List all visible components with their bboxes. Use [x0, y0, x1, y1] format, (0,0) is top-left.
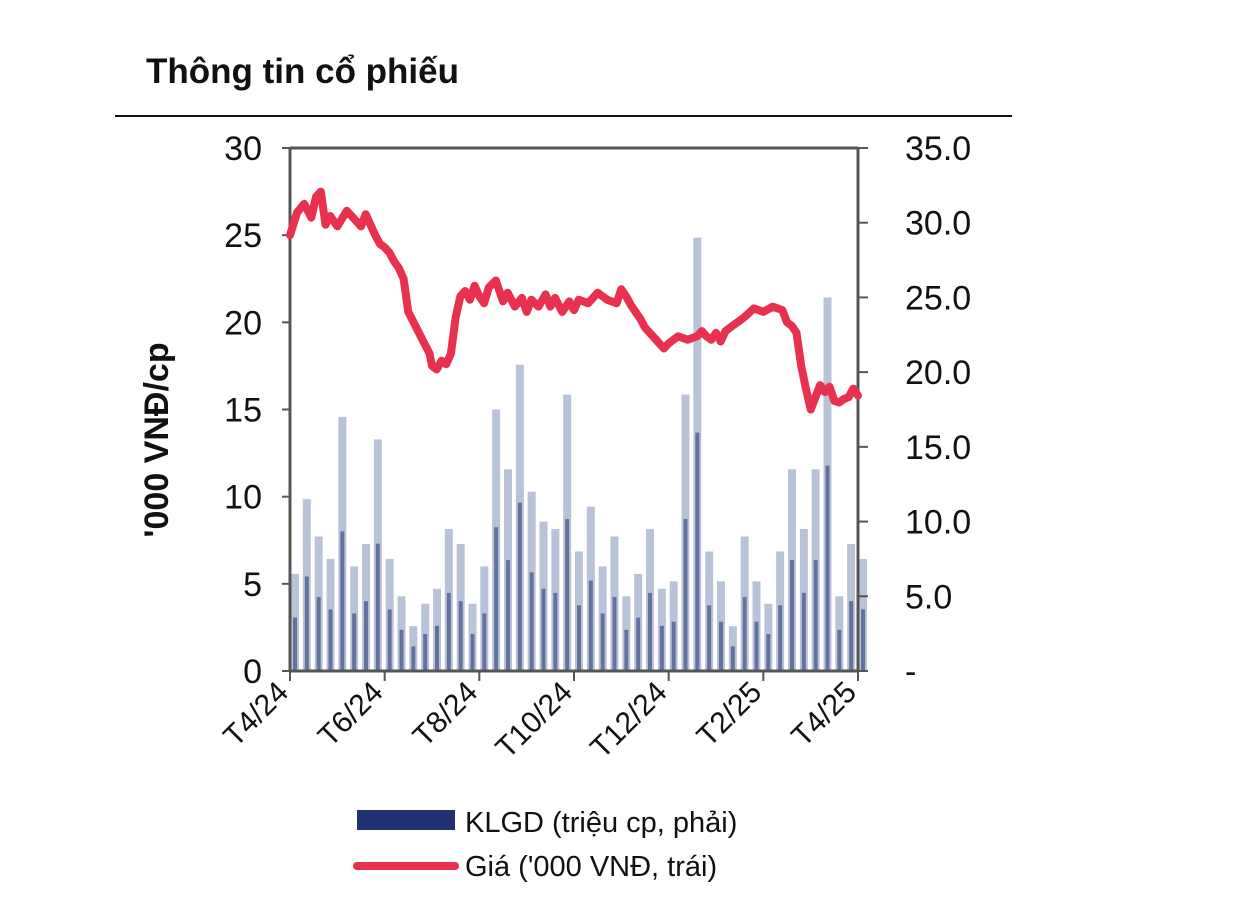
left-tick-label: 0 — [243, 653, 262, 691]
volume-bar-core — [458, 601, 463, 671]
volume-bar-core — [683, 518, 688, 671]
volume-bar-core — [861, 609, 865, 671]
right-tick-label: - — [905, 653, 916, 691]
chart-title: Thông tin cổ phiếu — [146, 52, 460, 91]
volume-bar-core — [778, 605, 783, 671]
legend-volume-label: KLGD (triệu cp, phải) — [465, 807, 737, 839]
legend-volume-swatch — [357, 810, 455, 830]
volume-bar-core — [766, 634, 771, 671]
volume-bar-core — [387, 609, 392, 671]
volume-bar-core — [565, 518, 570, 671]
left-tick-label: 25 — [224, 217, 262, 255]
volume-bar-core — [364, 601, 368, 671]
volume-bar-core — [730, 646, 735, 671]
volume-bar-core — [506, 560, 510, 671]
left-axis-label: '000 VNĐ/cp — [138, 342, 176, 537]
volume-bar-core — [340, 531, 345, 671]
left-tick-label: 5 — [243, 566, 262, 604]
volume-bar-core — [719, 621, 723, 671]
volume-bar-core — [790, 560, 794, 671]
x-tick-label: T10/24 — [490, 676, 579, 765]
volume-bar-core — [801, 592, 806, 671]
legend: KLGD (triệu cp, phải) Giá ('000 VNĐ, trá… — [353, 807, 737, 883]
volume-bar-core — [754, 621, 759, 671]
right-tick-label: 35.0 — [905, 130, 971, 168]
volume-bar-core — [825, 465, 830, 671]
volume-bar-core — [541, 588, 546, 671]
volume-bar-core — [423, 634, 428, 671]
volume-bar-core — [837, 629, 842, 671]
volume-bar-core — [553, 592, 558, 671]
volume-bar-core — [577, 605, 581, 671]
volume-bar-core — [636, 617, 641, 671]
x-tick-label: T8/24 — [407, 676, 485, 754]
volume-bar-core — [624, 629, 629, 671]
price-series-line — [286, 187, 862, 414]
right-tick-label: 10.0 — [905, 504, 971, 542]
volume-bar-core — [695, 432, 700, 671]
legend-price-label: Giá ('000 VNĐ, trái) — [465, 851, 717, 883]
left-tick-label: 10 — [224, 479, 262, 517]
volume-bar-core — [482, 613, 487, 671]
volume-bar-core — [600, 613, 605, 671]
x-tick-label: T2/25 — [691, 676, 769, 754]
volume-bar-core — [529, 572, 534, 671]
right-tick-label: 25.0 — [905, 279, 971, 317]
right-tick-label: 5.0 — [905, 578, 952, 616]
x-axis-ticks: T4/24 T6/24 T8/24 T10/24 T12/24 T2/25 T4/25 — [217, 671, 863, 765]
x-tick-label: T4/25 — [785, 676, 863, 754]
volume-bar-core — [813, 560, 818, 671]
volume-bar-core — [648, 592, 652, 671]
volume-bar-core — [375, 543, 380, 671]
left-tick-label: 15 — [224, 392, 262, 430]
volume-bar-core — [742, 597, 747, 671]
right-axis-ticks: - 5.0 10.0 15.0 20.0 25.0 30.0 35.0 — [858, 130, 971, 691]
volume-bar-core — [352, 613, 357, 671]
volume-bar-core — [446, 592, 451, 671]
right-tick-label: 15.0 — [905, 429, 971, 467]
volume-bar-core — [435, 625, 439, 671]
x-tick-label: T12/24 — [584, 676, 673, 765]
right-tick-label: 20.0 — [905, 354, 971, 392]
volume-bar-core — [671, 621, 676, 671]
volume-bar-core — [470, 634, 475, 671]
volume-bar-core — [517, 502, 522, 671]
volume-bar-core — [494, 527, 499, 671]
left-tick-label: 20 — [224, 304, 262, 342]
x-tick-label: T6/24 — [312, 676, 390, 754]
left-tick-label: 30 — [224, 130, 262, 168]
volume-bar-core — [316, 597, 321, 671]
volume-bar-core — [707, 605, 712, 671]
right-tick-label: 30.0 — [905, 205, 971, 243]
left-axis-ticks: 0 5 10 15 20 25 30 — [224, 130, 290, 691]
volume-bars — [291, 237, 867, 671]
volume-bar-core — [849, 601, 854, 671]
volume-bar-core — [328, 609, 333, 671]
volume-bar-core — [399, 629, 404, 671]
volume-bar-core — [588, 580, 593, 671]
volume-bar-core — [659, 625, 664, 671]
title-divider — [115, 115, 1012, 117]
volume-bar-core — [612, 597, 617, 671]
volume-bar-core — [411, 646, 416, 671]
volume-bar-core — [293, 617, 297, 671]
volume-bar-core — [304, 576, 309, 671]
